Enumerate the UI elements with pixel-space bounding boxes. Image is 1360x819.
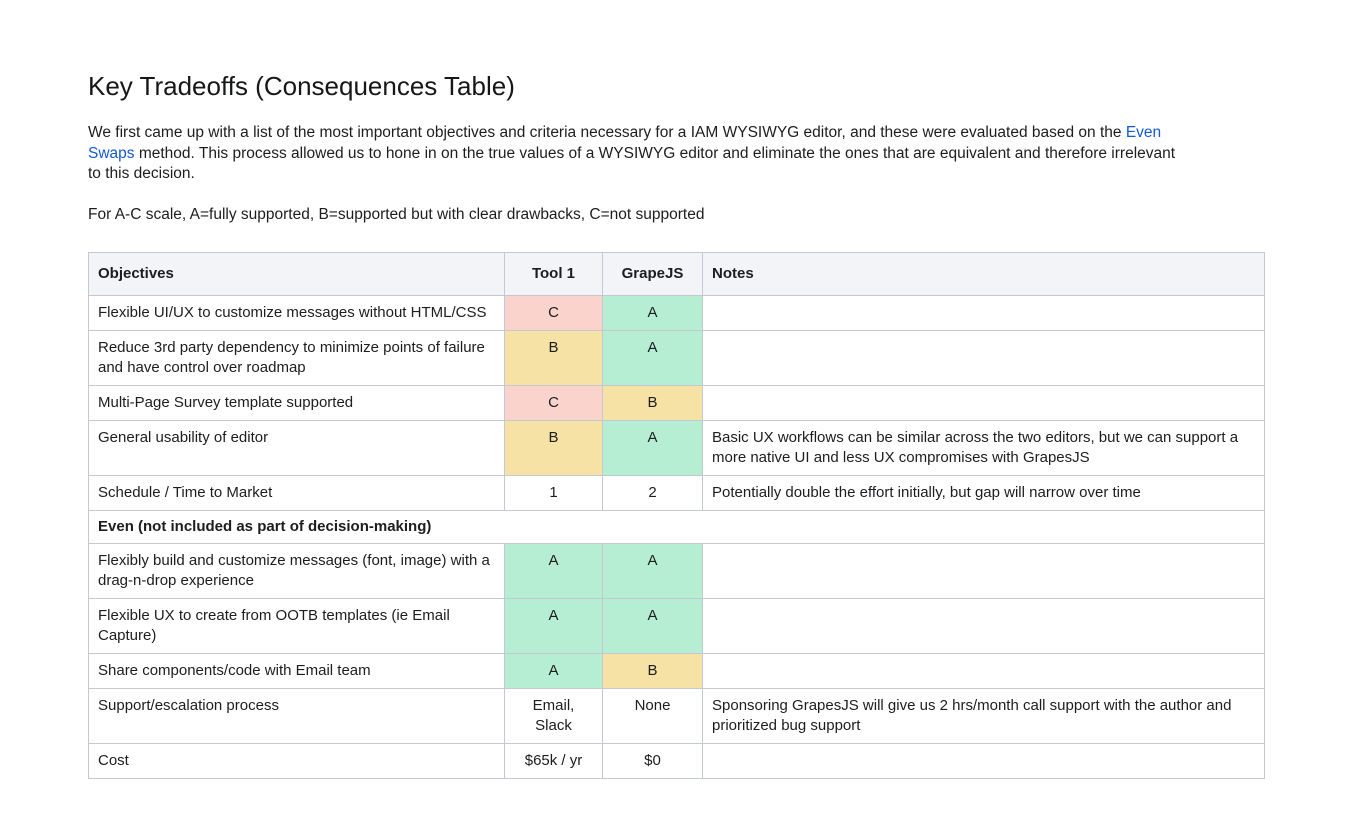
- notes-cell: Basic UX workflows can be similar across…: [702, 420, 1265, 476]
- notes-cell: Potentially double the effort initially,…: [702, 475, 1265, 511]
- column-header-notes: Notes: [702, 252, 1265, 296]
- objective-cell: Share components/code with Email team: [88, 653, 505, 689]
- objective-cell: Cost: [88, 743, 505, 779]
- tool1-value-cell: B: [504, 420, 603, 476]
- column-header-grapejs: GrapeJS: [602, 252, 703, 296]
- grapejs-value-cell: A: [602, 598, 703, 654]
- objective-cell: Flexibly build and customize messages (f…: [88, 543, 505, 599]
- intro-paragraph: We first came up with a list of the most…: [88, 123, 1178, 185]
- even-swaps-link[interactable]: Even Swaps: [88, 124, 1162, 162]
- tool1-value-cell: A: [504, 653, 603, 689]
- intro-text-after: method. This process allowed us to hone …: [88, 144, 1176, 183]
- column-header-objectives: Objectives: [88, 252, 505, 296]
- table-row: Reduce 3rd party dependency to minimize …: [88, 330, 1265, 386]
- notes-cell: [702, 543, 1265, 599]
- table-row: Support/escalation process Email, Slack No…: [88, 688, 1265, 744]
- intro-text-before: We first came up with a list of the most…: [88, 124, 1126, 141]
- tool1-value-cell: A: [504, 598, 603, 654]
- tool1-value-cell: $65k / yr: [504, 743, 603, 779]
- table-row: Cost $65k / yr $0: [88, 743, 1265, 779]
- grapejs-value-cell: $0: [602, 743, 703, 779]
- tool1-value-cell: Email, Slack: [504, 688, 603, 744]
- table-row: Flexible UI/UX to customize messages wit…: [88, 295, 1265, 331]
- table-row: General usability of editor B A Basic UX wo…: [88, 420, 1265, 476]
- tool1-value-cell: C: [504, 385, 603, 421]
- tool1-value-cell: C: [504, 295, 603, 331]
- objective-cell: Schedule / Time to Market: [88, 475, 505, 511]
- objective-cell: Flexible UX to create from OOTB template…: [88, 598, 505, 654]
- notes-cell: Sponsoring GrapesJS will give us 2 hrs/m…: [702, 688, 1265, 744]
- grapejs-value-cell: A: [602, 543, 703, 599]
- document-page: Key Tradeoffs (Consequences Table) We fi…: [88, 71, 1265, 779]
- objective-cell: Reduce 3rd party dependency to minimize …: [88, 330, 505, 386]
- table-row: Multi-Page Survey template supported C B: [88, 385, 1265, 421]
- notes-cell: [702, 330, 1265, 386]
- tool1-value-cell: 1: [504, 475, 603, 511]
- page-title: Key Tradeoffs (Consequences Table): [88, 71, 515, 101]
- notes-cell: [702, 743, 1265, 779]
- scale-note: For A-C scale, A=fully supported, B=supp…: [88, 205, 705, 223]
- objective-cell: Flexible UI/UX to customize messages wit…: [88, 295, 505, 331]
- notes-cell: [702, 653, 1265, 689]
- tool1-value-cell: A: [504, 543, 603, 599]
- grapejs-value-cell: None: [602, 688, 703, 744]
- notes-cell: [702, 295, 1265, 331]
- grapejs-value-cell: A: [602, 420, 703, 476]
- notes-cell: [702, 598, 1265, 654]
- grapejs-value-cell: B: [602, 653, 703, 689]
- notes-cell: [702, 385, 1265, 421]
- column-header-tool1: Tool 1: [504, 252, 603, 296]
- grapejs-value-cell: A: [602, 330, 703, 386]
- table-row: Flexibly build and customize messages (f…: [88, 543, 1265, 599]
- grapejs-value-cell: 2: [602, 475, 703, 511]
- objective-cell: Multi-Page Survey template supported: [88, 385, 505, 421]
- section-row-label: Even (not included as part of decision-m…: [88, 510, 1265, 544]
- tradeoffs-table-body: Flexible UI/UX to customize messages wit…: [88, 295, 1265, 779]
- table-row: Schedule / Time to Market 1 2 Potentially d…: [88, 475, 1265, 511]
- consequences-table: Objectives Tool 1 GrapeJS Notes Flexible…: [88, 252, 1265, 779]
- grapejs-value-cell: A: [602, 295, 703, 331]
- tool1-value-cell: B: [504, 330, 603, 386]
- table-row: Flexible UX to create from OOTB template…: [88, 598, 1265, 654]
- table-row: Share components/code with Email team A B: [88, 653, 1265, 689]
- grapejs-value-cell: B: [602, 385, 703, 421]
- table-header-row: Objectives Tool 1 GrapeJS Notes: [88, 252, 1265, 296]
- section-row: Even (not included as part of decision-m…: [88, 510, 1265, 544]
- objective-cell: Support/escalation process: [88, 688, 505, 744]
- objective-cell: General usability of editor: [88, 420, 505, 476]
